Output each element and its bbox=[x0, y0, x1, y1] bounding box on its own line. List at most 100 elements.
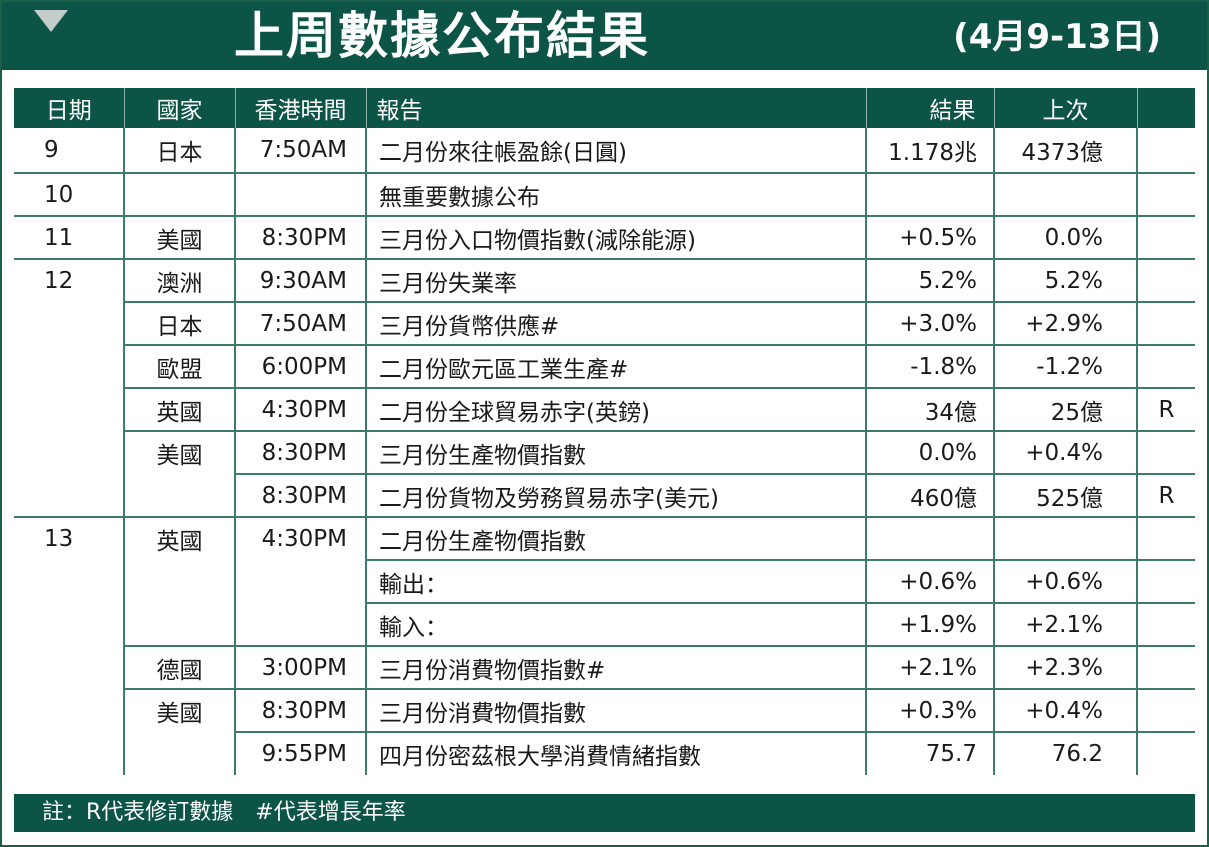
cell-time: 7:50AM bbox=[235, 128, 367, 174]
cell-country bbox=[124, 474, 236, 518]
cell-country: 美國 bbox=[124, 689, 236, 732]
cell-revised-flag: R bbox=[1137, 474, 1195, 518]
cell-date bbox=[14, 603, 125, 646]
cell-previous: -1.2% bbox=[994, 345, 1138, 389]
cell-date: 12 bbox=[14, 259, 125, 302]
results-table: 日期 國家 香港時間 報告 結果 上次 9 日本 7:50AM 二月份來往帳盈餘… bbox=[14, 88, 1195, 775]
table-row: 日本 7:50AM 三月份貨幣供應# +3.0% +2.9% bbox=[14, 302, 1195, 346]
cell-previous: 76.2 bbox=[994, 732, 1138, 775]
cell-report: 二月份全球貿易赤字(英鎊) bbox=[366, 388, 867, 432]
cell-country: 美國 bbox=[124, 216, 236, 260]
cell-result: +0.3% bbox=[866, 689, 995, 733]
table-row: 9:55PM 四月份密茲根大學消費情緒指數 75.7 76.2 bbox=[14, 732, 1195, 775]
cell-previous: +2.3% bbox=[994, 646, 1138, 690]
cell-date bbox=[14, 431, 125, 474]
cell-report: 三月份消費物價指數 bbox=[366, 689, 867, 733]
table-row: 8:30PM 二月份貨物及勞務貿易赤字(美元) 460億 525億 R bbox=[14, 474, 1195, 518]
cell-report: 三月份入口物價指數(減除能源) bbox=[366, 216, 867, 260]
cell-country: 英國 bbox=[124, 388, 236, 432]
cell-date bbox=[14, 388, 125, 431]
cell-time bbox=[235, 560, 367, 603]
cell-report: 四月份密茲根大學消費情緒指數 bbox=[366, 732, 867, 775]
column-header-result: 結果 bbox=[866, 88, 995, 128]
cell-revised-flag bbox=[1137, 431, 1195, 475]
cell-date bbox=[14, 689, 125, 732]
cell-result: 5.2% bbox=[866, 259, 995, 303]
table-row: 英國 4:30PM 二月份全球貿易赤字(英鎊) 34億 25億 R bbox=[14, 388, 1195, 432]
cell-result: 34億 bbox=[866, 388, 995, 432]
cell-date bbox=[14, 732, 125, 775]
cell-result: +0.5% bbox=[866, 216, 995, 260]
cell-previous: 25億 bbox=[994, 388, 1138, 432]
cell-previous: +2.9% bbox=[994, 302, 1138, 346]
cell-date bbox=[14, 474, 125, 518]
cell-revised-flag: R bbox=[1137, 388, 1195, 432]
cell-revised-flag bbox=[1137, 302, 1195, 346]
cell-time: 9:55PM bbox=[235, 732, 367, 775]
table-row: 輸入： +1.9% +2.1% bbox=[14, 603, 1195, 647]
cell-date bbox=[14, 560, 125, 603]
cell-result: +2.1% bbox=[866, 646, 995, 690]
cell-time: 6:00PM bbox=[235, 345, 367, 389]
cell-revised-flag bbox=[1137, 732, 1195, 775]
cell-result: +3.0% bbox=[866, 302, 995, 346]
cell-revised-flag bbox=[1137, 646, 1195, 690]
cell-result: +1.9% bbox=[866, 603, 995, 647]
cell-country bbox=[124, 732, 236, 775]
cell-revised-flag bbox=[1137, 345, 1195, 389]
cell-previous: +0.6% bbox=[994, 560, 1138, 604]
cell-time: 8:30PM bbox=[235, 216, 367, 260]
column-header-date: 日期 bbox=[14, 88, 125, 128]
cell-report: 二月份生產物價指數 bbox=[366, 517, 867, 561]
cell-date: 9 bbox=[14, 128, 125, 174]
cell-country: 美國 bbox=[124, 431, 236, 474]
table-row: 10 無重要數據公布 bbox=[14, 173, 1195, 217]
cell-country: 德國 bbox=[124, 646, 236, 690]
column-header-country: 國家 bbox=[124, 88, 236, 128]
table-row: 9 日本 7:50AM 二月份來往帳盈餘(日圓) 1.178兆 4373億 bbox=[14, 128, 1195, 174]
cell-previous bbox=[994, 173, 1138, 217]
cell-previous: +2.1% bbox=[994, 603, 1138, 647]
cell-report: 三月份生產物價指數 bbox=[366, 431, 867, 475]
page-title: 上周數據公布結果 bbox=[234, 7, 650, 65]
table-row: 12 澳洲 9:30AM 三月份失業率 5.2% 5.2% bbox=[14, 259, 1195, 303]
cell-time: 9:30AM bbox=[235, 259, 367, 303]
cell-country: 歐盟 bbox=[124, 345, 236, 389]
cell-country bbox=[124, 560, 236, 603]
table-row: 美國 8:30PM 三月份消費物價指數 +0.3% +0.4% bbox=[14, 689, 1195, 733]
table-row: 11 美國 8:30PM 三月份入口物價指數(減除能源) +0.5% 0.0% bbox=[14, 216, 1195, 260]
cell-previous: 4373億 bbox=[994, 128, 1138, 174]
cell-report: 輸出： bbox=[366, 560, 867, 604]
cell-report: 無重要數據公布 bbox=[366, 173, 867, 217]
cell-revised-flag bbox=[1137, 216, 1195, 260]
cell-date: 11 bbox=[14, 216, 125, 260]
cell-result: 0.0% bbox=[866, 431, 995, 475]
cell-revised-flag bbox=[1137, 603, 1195, 647]
cell-previous: 0.0% bbox=[994, 216, 1138, 260]
date-range: (4月9-13日) bbox=[953, 17, 1161, 57]
cell-country bbox=[124, 173, 236, 217]
cell-previous bbox=[994, 517, 1138, 561]
cell-report: 三月份消費物價指數# bbox=[366, 646, 867, 690]
column-header-previous: 上次 bbox=[994, 88, 1138, 128]
cell-result bbox=[866, 517, 995, 561]
cell-time: 4:30PM bbox=[235, 517, 367, 560]
cell-country: 日本 bbox=[124, 128, 236, 174]
cell-revised-flag bbox=[1137, 517, 1195, 561]
cell-time bbox=[235, 173, 367, 217]
cell-time: 8:30PM bbox=[235, 431, 367, 475]
footer-note: 註：R代表修訂數據 #代表增長年率 bbox=[14, 794, 1195, 832]
title-bar: 上周數據公布結果 (4月9-13日) bbox=[2, 2, 1207, 70]
column-header-report: 報告 bbox=[366, 88, 867, 128]
cell-result: +0.6% bbox=[866, 560, 995, 604]
cell-result: 460億 bbox=[866, 474, 995, 518]
table-row: 13 英國 4:30PM 二月份生產物價指數 bbox=[14, 517, 1195, 561]
cell-date: 10 bbox=[14, 173, 125, 217]
cell-previous: +0.4% bbox=[994, 431, 1138, 475]
cell-date bbox=[14, 302, 125, 345]
cell-country: 英國 bbox=[124, 517, 236, 560]
cell-date: 13 bbox=[14, 517, 125, 560]
cell-time: 4:30PM bbox=[235, 388, 367, 432]
cell-date bbox=[14, 646, 125, 689]
cell-report: 二月份貨物及勞務貿易赤字(美元) bbox=[366, 474, 867, 518]
